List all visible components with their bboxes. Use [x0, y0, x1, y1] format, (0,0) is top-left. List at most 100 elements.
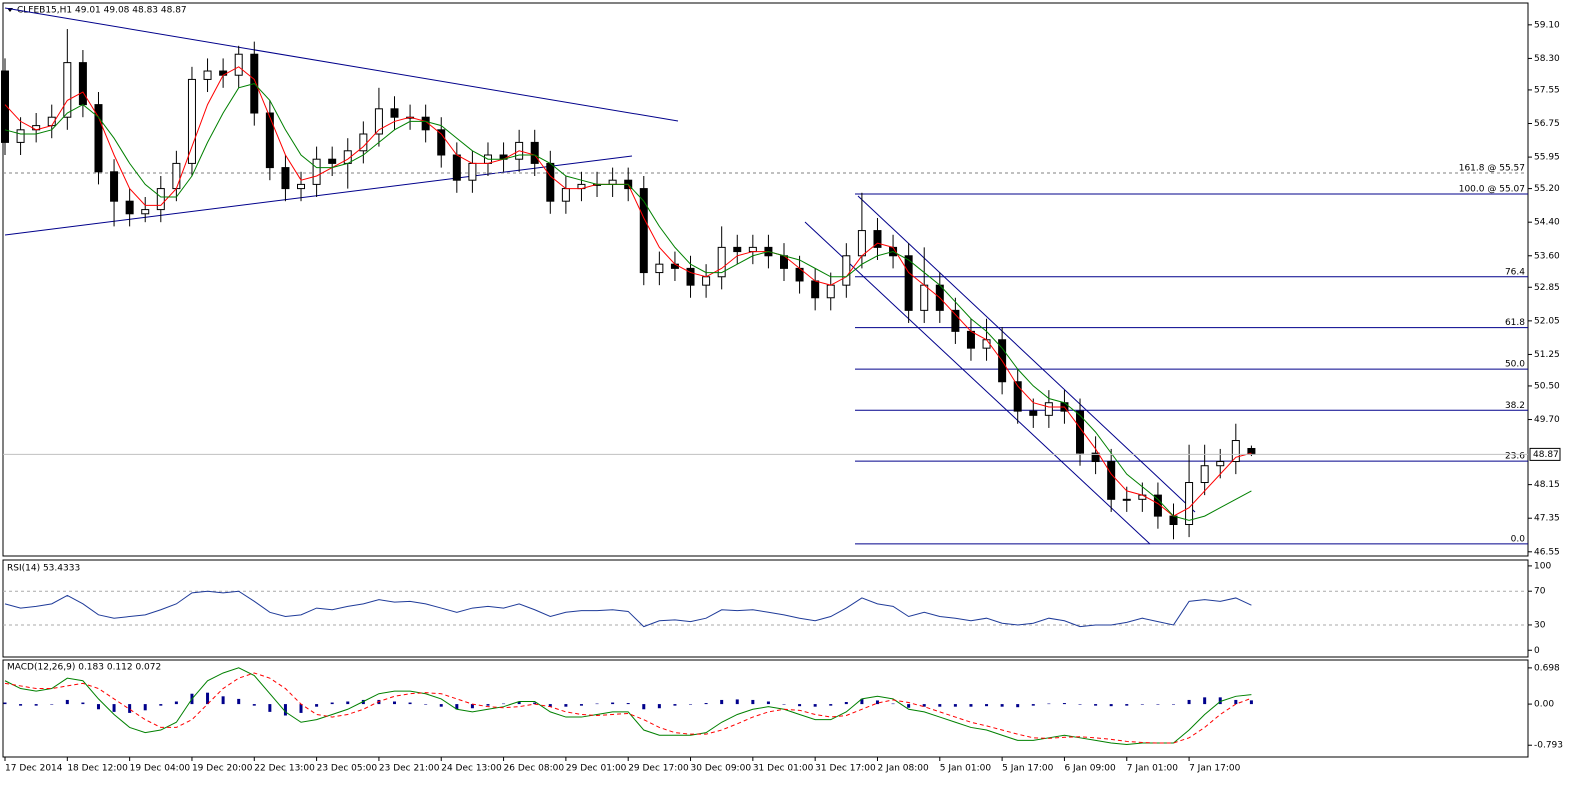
- candle-body: [281, 167, 290, 190]
- x-tick-label: 23 Dec 05:00: [317, 764, 378, 774]
- histogram-bar: [1078, 704, 1082, 705]
- y-tick-label: 100: [1534, 561, 1551, 571]
- histogram-bar: [346, 701, 350, 705]
- candle-body: [608, 179, 617, 185]
- y-tick-label: 46.55: [1534, 547, 1560, 557]
- candle-body: [811, 280, 820, 299]
- histogram-bar: [1062, 703, 1066, 705]
- histogram-bar: [315, 704, 319, 707]
- rsi-panel: [2, 559, 1529, 658]
- histogram-bar: [704, 703, 708, 705]
- candle-body: [172, 162, 181, 190]
- y-tick-label: 51.25: [1534, 350, 1560, 360]
- candle-body: [702, 276, 711, 286]
- histogram-bar: [268, 704, 272, 712]
- histogram-bar: [642, 704, 646, 710]
- fib-label: 23.6: [1505, 452, 1525, 462]
- candle-body: [1091, 452, 1100, 463]
- histogram-bar: [626, 703, 630, 705]
- histogram-bar: [985, 704, 989, 707]
- x-tick-label: 29 Dec 17:00: [628, 764, 689, 774]
- candle-body: [94, 104, 103, 173]
- histogram-bar: [252, 704, 256, 706]
- fib-label: 161.8 @ 55.57: [1459, 164, 1525, 174]
- candle-body: [125, 200, 134, 215]
- histogram-bar: [891, 703, 895, 705]
- candle-body: [187, 78, 196, 164]
- moving-average: [4, 83, 1252, 521]
- candle-body: [717, 246, 726, 278]
- y-tick-label: 59.10: [1534, 20, 1560, 30]
- candle-body: [826, 284, 835, 299]
- candle-body: [1216, 461, 1225, 467]
- candle-body: [873, 230, 882, 248]
- candle-body: [748, 246, 757, 253]
- price-box: [1529, 447, 1561, 461]
- histogram-bar: [595, 703, 599, 705]
- candle-body: [530, 141, 539, 164]
- histogram-bar: [439, 704, 443, 707]
- histogram-bar: [237, 698, 241, 705]
- y-tick-label: 0.00: [1534, 700, 1554, 710]
- histogram-bar: [19, 704, 23, 706]
- histogram-bar: [1031, 704, 1035, 706]
- candle-body: [561, 188, 570, 202]
- histogram-bar: [330, 702, 334, 705]
- x-tick-label: 23 Dec 21:00: [379, 764, 440, 774]
- histogram-bar: [34, 704, 38, 706]
- candle-body: [1013, 381, 1022, 412]
- x-tick-label: 31 Dec 01:00: [753, 764, 814, 774]
- histogram-bar: [1249, 700, 1253, 705]
- candle-body: [78, 62, 87, 106]
- histogram-bar: [860, 698, 864, 705]
- candle-body: [904, 255, 913, 311]
- candle-body: [1231, 440, 1240, 463]
- candle-body: [1, 70, 9, 143]
- candle-body: [966, 330, 975, 349]
- macd-panel: [2, 659, 1529, 758]
- x-tick-label: 5 Jan 17:00: [1002, 764, 1054, 774]
- histogram-bar: [735, 699, 739, 705]
- fib-label: 61.8: [1505, 318, 1525, 328]
- candle-body: [1107, 461, 1116, 500]
- histogram-bar: [548, 704, 552, 707]
- histogram-bar: [128, 704, 132, 713]
- histogram-bar: [953, 704, 957, 707]
- histogram-bar: [813, 704, 817, 707]
- y-tick-label: 47.35: [1534, 514, 1560, 524]
- candle-body: [842, 255, 851, 286]
- candle-body: [312, 158, 321, 185]
- x-tick-label: 17 Dec 2014: [5, 764, 63, 774]
- candle-body: [951, 309, 960, 332]
- candle-body: [63, 62, 72, 118]
- histogram-bar: [751, 699, 755, 705]
- histogram-bar: [1140, 704, 1144, 705]
- x-tick-label: 31 Dec 17:00: [815, 764, 876, 774]
- y-tick-label: 30: [1534, 620, 1546, 630]
- histogram-bar: [844, 702, 848, 705]
- histogram-bar: [486, 704, 490, 706]
- candle-body: [670, 263, 679, 269]
- y-tick-label: 0.698: [1534, 663, 1560, 673]
- histogram-bar: [3, 702, 7, 705]
- y-tick-label: 55.20: [1534, 184, 1560, 194]
- histogram-bar: [65, 699, 69, 705]
- histogram-bar: [907, 704, 911, 708]
- fib-label: 0.0: [1511, 534, 1526, 544]
- candle-body: [328, 158, 337, 164]
- price-label: 48.87: [1533, 450, 1559, 460]
- candle-body: [982, 339, 991, 349]
- x-tick-label: 26 Dec 08:00: [504, 764, 565, 774]
- candle-body: [374, 108, 383, 135]
- x-tick-label: 6 Jan 09:00: [1064, 764, 1116, 774]
- x-tick-label: 18 Dec 12:00: [67, 764, 128, 774]
- histogram-bar: [393, 701, 396, 705]
- histogram-bar: [969, 704, 973, 707]
- candle-body: [437, 129, 446, 156]
- histogram-bar: [1218, 697, 1222, 705]
- histogram-bar: [938, 704, 942, 707]
- macd-line: [4, 667, 1252, 746]
- histogram-bar: [533, 702, 537, 705]
- fib-label: 38.2: [1505, 401, 1525, 411]
